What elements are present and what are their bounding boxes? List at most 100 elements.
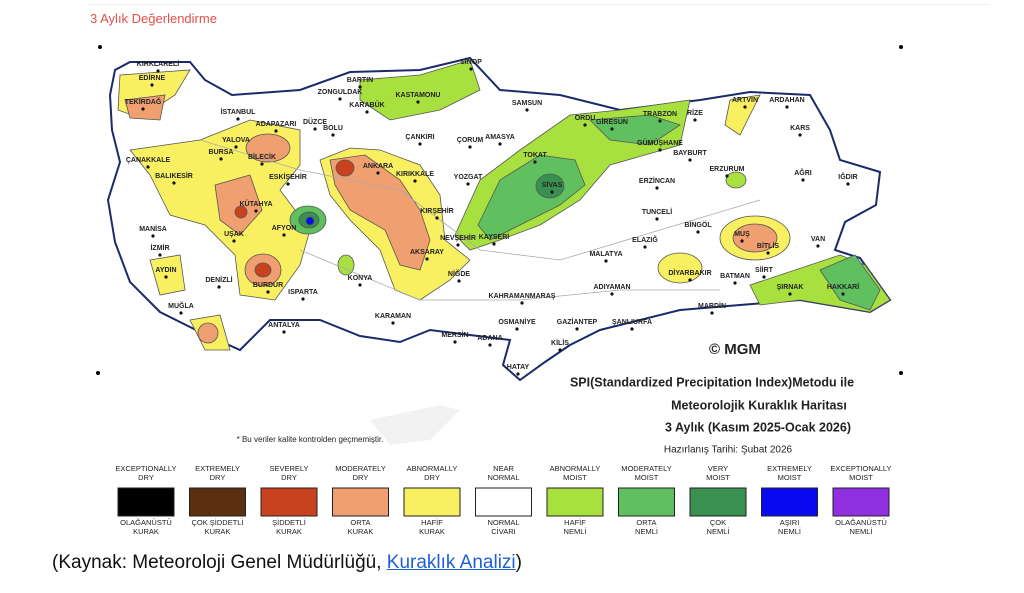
city-label: RİZE xyxy=(687,109,703,117)
city-label: ÇANKIRI xyxy=(405,134,434,141)
legend-label-en: DRY xyxy=(353,473,369,482)
legend-label-en: MODERATELY xyxy=(621,464,672,473)
city-label: BALIKESİR xyxy=(155,172,193,180)
caption-text: ) xyxy=(515,552,522,573)
city-label: MANİSA xyxy=(139,225,167,233)
city-dot xyxy=(413,179,417,183)
city-label: ZONGULDAK xyxy=(318,89,363,96)
city-dot xyxy=(282,330,286,334)
moist-zone-very xyxy=(535,173,565,199)
legend-label-tr: KURAK xyxy=(419,527,445,536)
city-label: MALATYA xyxy=(589,251,622,258)
city-dot xyxy=(785,105,789,109)
city-label: KAHRAMANMARAŞ xyxy=(489,293,556,300)
province-border xyxy=(199,139,761,301)
city-dot xyxy=(141,107,145,111)
legend: EXCEPTIONALLYDRYOLAĞANÜSTÜKURAKEXTREMELY… xyxy=(115,464,891,536)
city-dot xyxy=(743,105,747,109)
city-label: HAKKARİ xyxy=(827,283,859,291)
city-dot xyxy=(516,372,520,376)
city-label: YOZGAT xyxy=(454,174,483,181)
city-dot xyxy=(733,281,737,285)
city-dot xyxy=(688,278,692,282)
city-label: İSTANBUL xyxy=(221,108,257,116)
city-label: DİYARBAKIR xyxy=(668,269,711,277)
section-title: 3 Aylık Değerlendirme xyxy=(90,11,217,26)
legend-label-en: NEAR xyxy=(493,464,514,473)
map-note: * Bu veriler kalite kontrolden geçmemişt… xyxy=(237,435,384,444)
legend-swatch xyxy=(475,487,532,517)
city-dot xyxy=(156,69,160,73)
city-dot xyxy=(391,321,395,325)
city-label: ARTVİN xyxy=(732,96,758,104)
city-label: KIRIKKALE xyxy=(396,171,434,178)
city-label: KARS xyxy=(790,125,810,132)
city-dot xyxy=(179,311,183,315)
legend-swatch xyxy=(832,487,890,517)
legend-label-tr: OLAĞANÜSTÜ xyxy=(835,518,887,527)
city-label: EDİRNE xyxy=(139,74,166,82)
caption: (Kaynak: Meteoroloji Genel Müdürlüğü, Ku… xyxy=(52,552,522,574)
city-label: MUĞLA xyxy=(168,301,194,310)
city-label: BATMAN xyxy=(720,273,750,280)
city-dot xyxy=(146,165,150,169)
moist-zone xyxy=(359,59,481,121)
city-dot xyxy=(466,182,470,186)
city-label: BİLECİK xyxy=(248,153,276,161)
city-label: AKSARAY xyxy=(410,249,444,256)
legend-label-tr: NEMLİ xyxy=(635,527,658,536)
legend-swatch xyxy=(761,487,818,517)
city-dot xyxy=(515,327,519,331)
city-label: ORDU xyxy=(575,115,596,122)
city-label: BOLU xyxy=(323,125,343,132)
city-label: TRABZON xyxy=(643,111,677,118)
city-label: AMASYA xyxy=(485,134,515,141)
city-dot xyxy=(488,343,492,347)
city-dot xyxy=(575,327,579,331)
city-dot xyxy=(150,83,154,87)
legend-label-tr: ORTA xyxy=(350,518,370,527)
city-label: UŞAK xyxy=(224,231,244,238)
city-label: BARTIN xyxy=(347,77,373,84)
city-dot xyxy=(236,117,240,121)
legend-label-tr: HAFİF xyxy=(421,518,443,527)
legend-label-tr: ŞİDDETLİ xyxy=(272,518,306,527)
dry-zone-moderate xyxy=(197,322,219,344)
legend-swatch xyxy=(618,487,675,517)
city-label: KÜTAHYA xyxy=(239,199,272,208)
city-label: ŞIRNAK xyxy=(777,284,804,291)
legend-label-tr: KURAK xyxy=(348,527,374,536)
legend-label-tr: KURAK xyxy=(205,527,231,536)
city-label: ADANA xyxy=(477,335,502,342)
city-dot xyxy=(558,348,562,352)
legend-label-tr: NEMLİ xyxy=(564,527,587,536)
city-dot xyxy=(798,133,802,137)
map-title: 3 Aylık (Kasım 2025-Ocak 2026) xyxy=(665,420,851,434)
city-dot xyxy=(655,186,659,190)
dry-zone xyxy=(149,254,186,296)
legend-label-tr: NEMLİ xyxy=(707,527,730,536)
moist-zone xyxy=(725,171,747,189)
map-title: Meteorolojik Kuraklık Haritası xyxy=(671,398,847,412)
city-label: KONYA xyxy=(348,275,373,282)
city-dot xyxy=(358,283,362,287)
city-label: MERSİN xyxy=(441,331,468,339)
city-dot xyxy=(841,292,845,296)
city-label: NEVŞEHİR xyxy=(440,234,476,242)
city-dot xyxy=(658,119,662,123)
source-link[interactable]: Kuraklık Analizi xyxy=(386,552,516,573)
city-label: TOKAT xyxy=(523,152,547,159)
city-dot xyxy=(725,174,729,178)
city-dot xyxy=(696,230,700,234)
copyright: © MGM xyxy=(709,341,761,358)
city-dot xyxy=(338,97,342,101)
city-label: TUNCELİ xyxy=(642,208,672,216)
city-label: GİRESUN xyxy=(596,118,628,126)
legend-label-en: NORMAL xyxy=(487,473,519,482)
city-label: SAMSUN xyxy=(512,100,542,107)
moist-zone-moderate xyxy=(589,114,681,146)
city-label: SİNOP xyxy=(460,58,482,66)
city-label: SİİRT xyxy=(755,266,774,274)
city-dot xyxy=(801,178,805,182)
